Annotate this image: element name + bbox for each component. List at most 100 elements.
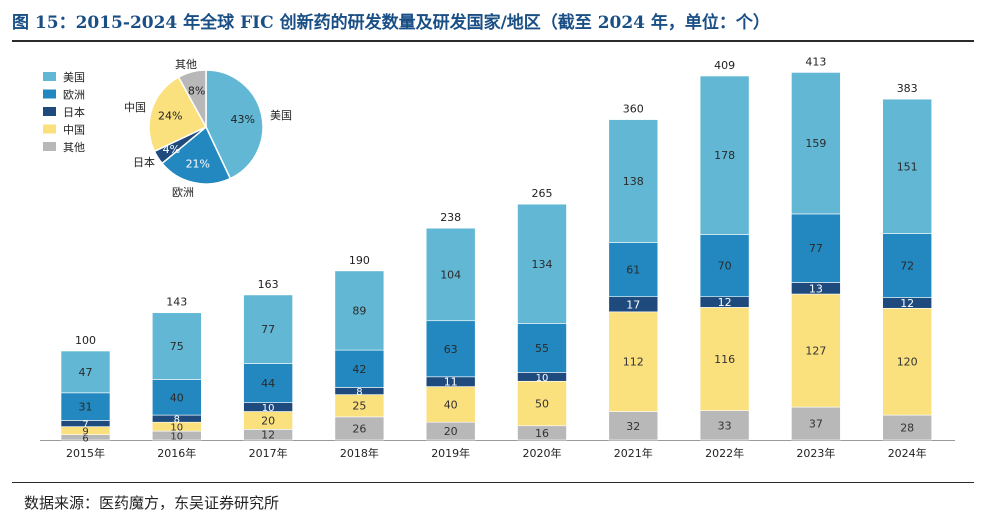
data-label-中国-2016年: 10 [170, 423, 183, 434]
data-label-欧洲-2015年: 31 [79, 401, 93, 414]
total-label-2015年: 100 [75, 334, 96, 347]
data-label-中国-2024年: 120 [897, 356, 918, 369]
figure-title: 图 15：2015-2024 年全球 FIC 创新药的研发数量及研发国家/地区（… [12, 13, 770, 33]
data-label-日本-2023年: 13 [809, 282, 823, 295]
data-label-其他-2016年: 10 [170, 432, 183, 443]
legend-swatch-日本 [43, 107, 56, 116]
bar-segment-欧洲-2016年 [152, 379, 202, 416]
data-label-其他-2021年: 32 [626, 420, 640, 433]
data-label-中国-2022年: 116 [714, 353, 735, 366]
data-label-美国-2018年: 89 [352, 305, 366, 318]
legend-swatch-美国 [43, 72, 56, 81]
bar-segment-美国-2018年 [334, 270, 385, 351]
pie-slice-欧洲 [161, 125, 232, 185]
bar-segment-中国-2022年 [699, 307, 750, 411]
data-label-欧洲-2022年: 70 [718, 260, 732, 273]
data-label-其他-2019年: 20 [444, 425, 458, 438]
total-label-2016年: 143 [166, 296, 187, 309]
data-label-美国-2017年: 77 [261, 323, 275, 336]
data-label-日本-2015年: 7 [82, 420, 88, 431]
data-label-日本-2016年: 8 [174, 415, 180, 426]
data-label-中国-2023年: 127 [805, 345, 826, 358]
data-label-欧洲-2016年: 40 [170, 391, 184, 404]
bar-segment-欧洲-2022年 [699, 234, 750, 298]
data-label-美国-2021年: 138 [623, 175, 644, 188]
data-label-其他-2017年: 12 [261, 429, 275, 442]
data-label-美国-2024年: 151 [897, 160, 918, 173]
x-tick-label-2022年: 2022年 [705, 446, 744, 460]
pie-value-label-美国: 43% [230, 113, 254, 126]
title-divider [12, 40, 974, 42]
data-label-日本-2019年: 11 [444, 376, 458, 389]
data-label-欧洲-2020年: 55 [535, 342, 549, 355]
legend-swatch-欧洲 [43, 89, 56, 99]
data-label-美国-2023年: 159 [805, 137, 826, 150]
data-label-日本-2018年: 8 [356, 387, 362, 398]
data-label-其他-2023年: 37 [809, 418, 823, 431]
pie-value-label-日本: 4% [163, 143, 180, 156]
data-label-美国-2015年: 47 [79, 366, 93, 379]
data-label-欧洲-2018年: 42 [352, 363, 366, 376]
source-note: 数据来源：医药魔方，东吴证券研究所 [24, 494, 280, 512]
pie-value-label-中国: 24% [158, 109, 182, 122]
bar-segment-美国-2015年 [60, 350, 111, 394]
x-tick-label-2017年: 2017年 [249, 446, 288, 460]
data-label-中国-2015年: 9 [82, 427, 88, 438]
bar-segment-欧洲-2019年 [425, 320, 476, 378]
x-tick-label-2019年: 2019年 [431, 446, 470, 460]
legend-label-其他: 其他 [63, 141, 85, 154]
bar-segment-美国-2020年 [517, 203, 567, 324]
data-label-美国-2022年: 178 [714, 149, 735, 162]
bar-segment-美国-2022年 [699, 75, 750, 235]
data-label-美国-2019年: 104 [440, 268, 461, 281]
bar-segment-美国-2017年 [243, 294, 293, 364]
x-tick-label-2015年: 2015年 [66, 446, 105, 460]
bar-segment-美国-2023年 [791, 72, 841, 215]
pie-category-label-日本: 日本 [133, 155, 155, 169]
data-label-欧洲-2017年: 44 [261, 377, 275, 390]
x-tick-label-2023年: 2023年 [796, 446, 835, 460]
pie-value-label-欧洲: 21% [186, 158, 210, 171]
legend-label-中国: 中国 [63, 124, 85, 137]
bar-segment-其他-2024年 [882, 414, 933, 441]
bar-segment-美国-2021年 [608, 119, 659, 243]
data-label-其他-2020年: 16 [535, 427, 549, 440]
data-label-中国-2021年: 112 [623, 356, 644, 369]
pie-category-label-欧洲: 欧洲 [172, 186, 194, 199]
pie-value-label-其他: 8% [188, 85, 205, 98]
data-label-其他-2024年: 28 [900, 422, 914, 435]
bar-segment-中国-2019年 [425, 386, 476, 423]
data-label-其他-2015年: 6 [82, 433, 88, 444]
data-label-中国-2020年: 50 [535, 398, 549, 411]
data-label-中国-2017年: 20 [261, 414, 275, 427]
bar-segment-欧洲-2021年 [608, 242, 659, 298]
data-label-日本-2020年: 10 [536, 373, 549, 384]
data-label-日本-2022年: 12 [718, 296, 732, 309]
data-label-欧洲-2019年: 63 [444, 343, 458, 356]
source-divider [12, 482, 974, 483]
x-tick-label-2016年: 2016年 [157, 446, 196, 460]
bar-segment-欧洲-2018年 [334, 349, 385, 388]
data-label-中国-2018年: 25 [352, 400, 366, 413]
legend-swatch-其他 [43, 142, 56, 151]
total-label-2024年: 383 [897, 82, 918, 95]
stacked-bar-chart: 69731471002015年1010840751432016年12201044… [40, 55, 955, 460]
data-label-欧洲-2024年: 72 [900, 260, 914, 273]
legend-label-欧洲: 欧洲 [63, 89, 85, 102]
total-label-2020年: 265 [532, 187, 553, 200]
total-label-2019年: 238 [440, 211, 461, 224]
pie-category-label-其他: 其他 [175, 58, 197, 71]
total-label-2023年: 413 [805, 55, 826, 68]
x-tick-label-2020年: 2020年 [523, 446, 562, 460]
data-label-美国-2020年: 134 [532, 258, 553, 271]
total-label-2022年: 409 [714, 59, 735, 72]
x-tick-label-2021年: 2021年 [614, 446, 653, 460]
x-tick-label-2018年: 2018年 [340, 446, 379, 460]
pie-slice-其他 [177, 69, 207, 128]
total-label-2018年: 190 [349, 254, 370, 267]
pie-category-label-美国: 美国 [270, 109, 292, 122]
bar-segment-中国-2024年 [882, 307, 933, 416]
bar-segment-欧洲-2023年 [791, 213, 841, 283]
bar-segment-欧洲-2017年 [243, 363, 293, 403]
